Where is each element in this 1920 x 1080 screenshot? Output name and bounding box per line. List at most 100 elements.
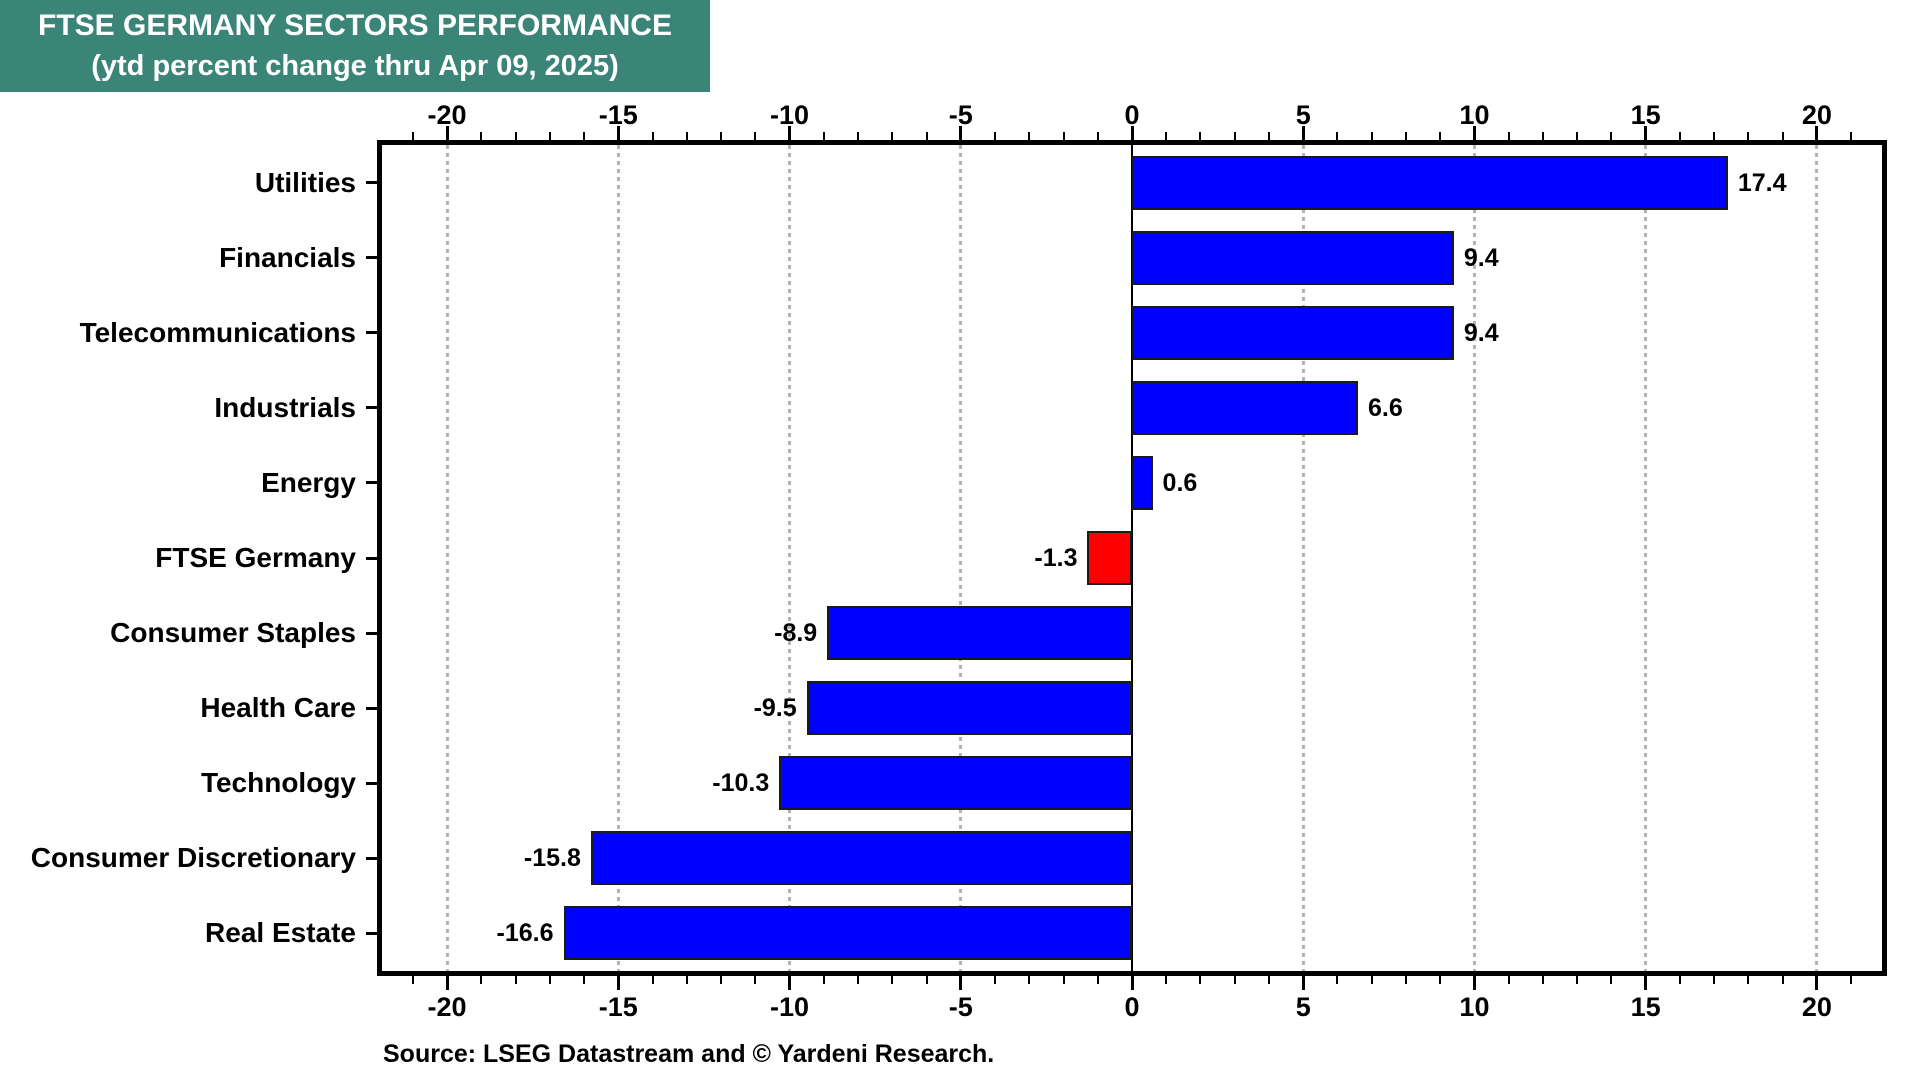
top-axis-tick-label: -20 <box>427 100 467 130</box>
top-minor-tick <box>754 132 757 140</box>
bottom-minor-tick <box>411 976 414 984</box>
top-minor-tick <box>1439 132 1442 140</box>
top-minor-tick <box>1267 132 1270 140</box>
bottom-minor-tick <box>1541 976 1544 984</box>
bottom-minor-tick <box>480 976 483 984</box>
bar-value-label: -1.3 <box>1034 544 1078 572</box>
bottom-minor-tick <box>1439 976 1442 984</box>
bottom-minor-tick <box>548 976 551 984</box>
top-minor-tick <box>651 132 654 140</box>
bar-value-label: -15.8 <box>523 844 581 873</box>
top-minor-tick <box>1404 132 1407 140</box>
category-tick <box>366 556 377 560</box>
category-label: Consumer Discretionary <box>30 842 356 874</box>
bottom-minor-tick <box>1336 976 1339 984</box>
top-minor-tick <box>1370 132 1373 140</box>
gridline <box>616 145 620 971</box>
top-major-tick <box>788 126 792 140</box>
bottom-major-tick <box>1301 976 1305 990</box>
bottom-minor-tick <box>685 976 688 984</box>
top-minor-tick <box>1576 132 1579 140</box>
bottom-minor-tick <box>1404 976 1407 984</box>
top-axis-tick-label: -15 <box>598 100 638 130</box>
zero-line <box>1131 145 1133 971</box>
top-minor-tick <box>1678 132 1681 140</box>
bottom-minor-tick <box>891 976 894 984</box>
top-minor-tick <box>891 132 894 140</box>
top-minor-tick <box>925 132 928 140</box>
top-minor-tick <box>480 132 483 140</box>
category-tick <box>366 331 377 335</box>
category-tick <box>366 781 377 785</box>
category-tick <box>366 631 377 635</box>
bottom-minor-tick <box>994 976 996 984</box>
bottom-major-tick <box>616 976 620 990</box>
bottom-minor-tick <box>1576 976 1579 984</box>
top-minor-tick <box>411 132 414 140</box>
bottom-minor-tick <box>651 976 654 984</box>
top-minor-tick <box>994 132 996 140</box>
bottom-minor-tick <box>1233 976 1236 984</box>
bar-consumer-staples <box>827 606 1132 661</box>
top-major-tick <box>616 126 620 140</box>
top-minor-tick <box>583 132 586 140</box>
top-axis-tick-label: -5 <box>948 100 973 130</box>
category-label: Telecommunications <box>79 316 356 348</box>
gridline <box>959 145 963 971</box>
bar-value-label: -10.3 <box>712 769 770 798</box>
bar-value-label: 9.4 <box>1463 318 1499 347</box>
category-label: Energy <box>261 466 356 498</box>
top-major-tick <box>959 126 963 140</box>
top-major-tick <box>1815 126 1819 140</box>
top-minor-tick <box>1541 132 1544 140</box>
bottom-minor-tick <box>1096 976 1099 984</box>
bottom-major-tick <box>1472 976 1476 990</box>
bottom-minor-tick <box>1062 976 1065 984</box>
top-minor-tick <box>1062 132 1065 140</box>
top-axis-tick-label: 20 <box>1801 100 1832 130</box>
category-label: Real Estate <box>205 917 356 949</box>
category-tick <box>366 706 377 710</box>
top-minor-tick <box>1199 132 1202 140</box>
top-minor-tick <box>1850 132 1853 140</box>
bar-value-label: 0.6 <box>1162 468 1198 497</box>
category-label: Technology <box>200 767 356 799</box>
bottom-major-tick <box>959 976 963 990</box>
category-label: Industrials <box>214 391 356 423</box>
top-minor-tick <box>822 132 825 140</box>
category-tick <box>366 856 377 860</box>
bar-telecommunications <box>1132 305 1454 360</box>
bar-industrials <box>1132 380 1359 435</box>
bottom-axis-tick-label: 0 <box>1124 992 1140 1022</box>
top-major-tick <box>1130 126 1134 140</box>
top-major-tick <box>1301 126 1305 140</box>
bottom-minor-tick <box>1747 976 1750 984</box>
bottom-minor-tick <box>1610 976 1613 984</box>
top-minor-tick <box>1713 132 1716 140</box>
top-axis-tick-label: 0 <box>1124 100 1140 130</box>
bottom-major-tick <box>788 976 792 990</box>
top-minor-tick <box>1610 132 1613 140</box>
top-minor-tick <box>720 132 723 140</box>
gridline <box>445 145 449 971</box>
bar-energy <box>1132 455 1153 510</box>
category-axis: Utilities Financials Telecommunications Ind… <box>0 145 356 971</box>
top-minor-tick <box>548 132 551 140</box>
bottom-axis-labels: -20 -15 -10 -5 0 5 10 15 20 <box>382 990 1882 1024</box>
bottom-minor-tick <box>857 976 860 984</box>
top-minor-tick <box>1165 132 1168 140</box>
top-major-tick <box>1472 126 1476 140</box>
bottom-minor-tick <box>1713 976 1716 984</box>
chart-subtitle: (ytd percent change thru Apr 09, 2025) <box>91 50 619 82</box>
bottom-axis-tick-label: -10 <box>770 992 810 1022</box>
bar-technology <box>779 756 1132 811</box>
bottom-minor-tick <box>1165 976 1168 984</box>
bottom-axis-tick-label: 10 <box>1459 992 1490 1022</box>
bottom-major-tick <box>445 976 449 990</box>
bar-value-label: -9.5 <box>753 694 797 723</box>
category-tick <box>366 931 377 935</box>
category-label: Health Care <box>200 692 356 724</box>
top-minor-tick <box>1096 132 1099 140</box>
top-minor-tick <box>1233 132 1236 140</box>
bar-real-estate <box>563 906 1132 961</box>
